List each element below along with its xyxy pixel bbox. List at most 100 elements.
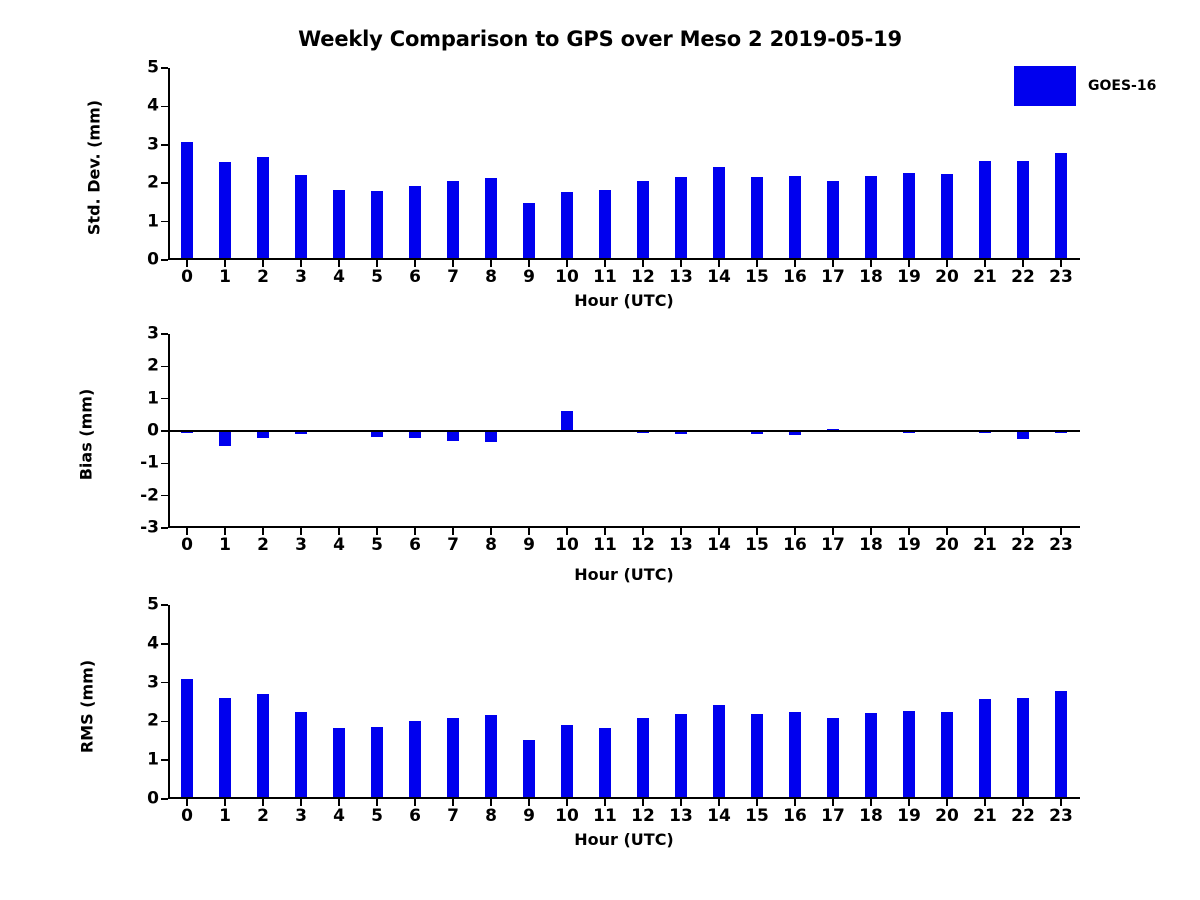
y-axis-tick-label: 0 bbox=[147, 249, 159, 270]
x-axis-tick bbox=[794, 260, 796, 267]
x-axis-tick bbox=[604, 260, 606, 267]
y-axis-tick bbox=[161, 759, 168, 761]
x-axis-tick bbox=[186, 260, 188, 267]
x-axis-tick bbox=[1060, 799, 1062, 806]
bar bbox=[295, 431, 307, 434]
y-axis-tick-label: -2 bbox=[140, 485, 159, 506]
x-axis-tick bbox=[604, 528, 606, 535]
x-axis-tick bbox=[1022, 799, 1024, 806]
y-axis-label-rms: RMS (mm) bbox=[77, 659, 97, 754]
x-axis-tick bbox=[528, 799, 530, 806]
x-axis-tick-label: 11 bbox=[593, 267, 617, 287]
bar bbox=[333, 727, 345, 799]
x-axis-tick bbox=[984, 799, 986, 806]
x-axis-tick-label: 12 bbox=[631, 535, 655, 555]
bar bbox=[371, 191, 383, 260]
x-axis-tick-label: 23 bbox=[1049, 806, 1073, 826]
bar bbox=[751, 431, 763, 435]
x-axis-tick bbox=[718, 528, 720, 535]
x-axis-tick-label: 18 bbox=[859, 535, 883, 555]
y-axis-tick bbox=[161, 604, 168, 606]
y-axis-tick bbox=[161, 720, 168, 723]
x-axis-tick bbox=[832, 260, 834, 267]
x-axis-tick bbox=[338, 799, 340, 806]
x-axis-tick-label: 14 bbox=[707, 535, 731, 555]
bar bbox=[1055, 691, 1067, 799]
x-axis-tick bbox=[1060, 260, 1062, 267]
y-axis-label-bias: Bias (mm) bbox=[76, 388, 96, 481]
x-axis-tick bbox=[376, 528, 378, 535]
x-axis-tick-label: 12 bbox=[631, 267, 655, 287]
bar bbox=[675, 714, 687, 799]
x-axis-tick-label: 18 bbox=[859, 267, 883, 287]
x-axis-tick bbox=[300, 799, 302, 806]
x-axis-tick-label: 9 bbox=[523, 535, 535, 555]
x-axis-tick bbox=[870, 799, 872, 806]
bar bbox=[371, 431, 383, 437]
bar bbox=[257, 693, 269, 799]
x-axis-tick bbox=[984, 260, 986, 267]
bar bbox=[1017, 160, 1029, 260]
y-axis-tick-label: 0 bbox=[147, 788, 159, 809]
x-axis-tick-label: 18 bbox=[859, 806, 883, 826]
y-axis-tick-label: 1 bbox=[147, 211, 159, 232]
bar bbox=[903, 710, 915, 799]
y-axis-tick bbox=[161, 681, 168, 684]
bar bbox=[637, 431, 649, 434]
y-axis-tick bbox=[161, 259, 168, 261]
x-axis-tick-label: 4 bbox=[333, 806, 345, 826]
y-axis-tick bbox=[161, 182, 168, 184]
x-axis-tick-label: 5 bbox=[371, 535, 383, 555]
x-axis-tick-label: 22 bbox=[1011, 267, 1035, 287]
x-axis-tick-label: 8 bbox=[485, 806, 497, 826]
x-axis-tick bbox=[566, 260, 568, 267]
legend-swatch-goes-16 bbox=[1014, 66, 1076, 106]
bar bbox=[181, 142, 193, 260]
bar bbox=[219, 161, 231, 260]
x-axis-tick bbox=[832, 528, 834, 535]
bar bbox=[295, 175, 307, 260]
y-axis-tick bbox=[161, 220, 168, 223]
x-axis-label-std-dev: Hour (UTC) bbox=[574, 291, 674, 310]
bar bbox=[447, 180, 459, 260]
x-axis-tick bbox=[718, 799, 720, 806]
bar bbox=[485, 714, 497, 799]
x-axis-tick-label: 15 bbox=[745, 267, 769, 287]
y-axis-tick-label: -1 bbox=[140, 452, 159, 473]
y-axis-line bbox=[168, 605, 170, 799]
bar bbox=[409, 185, 421, 260]
x-axis-tick bbox=[262, 260, 264, 267]
x-axis-tick-label: 4 bbox=[333, 535, 345, 555]
x-axis-tick bbox=[908, 799, 910, 806]
chart-panel-bias: -3 -2 -1 0 1 2 3 0 1 2 3 4 5 6 7 8 9 10 11 12 13 14 15 16 17 18 19… bbox=[140, 325, 1080, 554]
y-axis-tick-label: 2 bbox=[147, 172, 159, 193]
x-axis-tick bbox=[642, 799, 644, 806]
plot-area-bias: -3 -2 -1 0 1 2 3 0 1 2 3 4 5 6 7 8 9 10 11 12 13 14 15 16 17 18 19… bbox=[140, 325, 1080, 554]
x-axis-tick-label: 16 bbox=[783, 806, 807, 826]
x-axis-line bbox=[168, 797, 1080, 799]
y-axis-tick-label: 1 bbox=[147, 388, 159, 409]
bar bbox=[865, 175, 877, 260]
bar bbox=[941, 711, 953, 799]
x-axis-tick bbox=[1022, 260, 1024, 267]
x-axis-tick-label: 5 bbox=[371, 267, 383, 287]
bar bbox=[979, 698, 991, 799]
x-axis-tick-label: 3 bbox=[295, 535, 307, 555]
x-axis-tick bbox=[262, 799, 264, 806]
x-axis-tick bbox=[1022, 528, 1024, 535]
y-axis-tick-label: 2 bbox=[147, 710, 159, 731]
bar bbox=[485, 431, 497, 443]
bar bbox=[789, 712, 801, 799]
x-axis-tick-label: 13 bbox=[669, 267, 693, 287]
x-axis-tick-label: 9 bbox=[523, 806, 535, 826]
x-axis-tick bbox=[376, 260, 378, 267]
y-axis-tick bbox=[161, 643, 168, 645]
x-axis-tick bbox=[794, 528, 796, 535]
x-axis-tick-label: 21 bbox=[973, 535, 997, 555]
x-axis-tick-label: 6 bbox=[409, 535, 421, 555]
x-axis-tick bbox=[756, 260, 758, 267]
bar bbox=[675, 176, 687, 260]
x-axis-tick-label: 9 bbox=[523, 267, 535, 287]
x-axis-tick-label: 0 bbox=[181, 535, 193, 555]
x-axis-tick bbox=[870, 260, 872, 267]
